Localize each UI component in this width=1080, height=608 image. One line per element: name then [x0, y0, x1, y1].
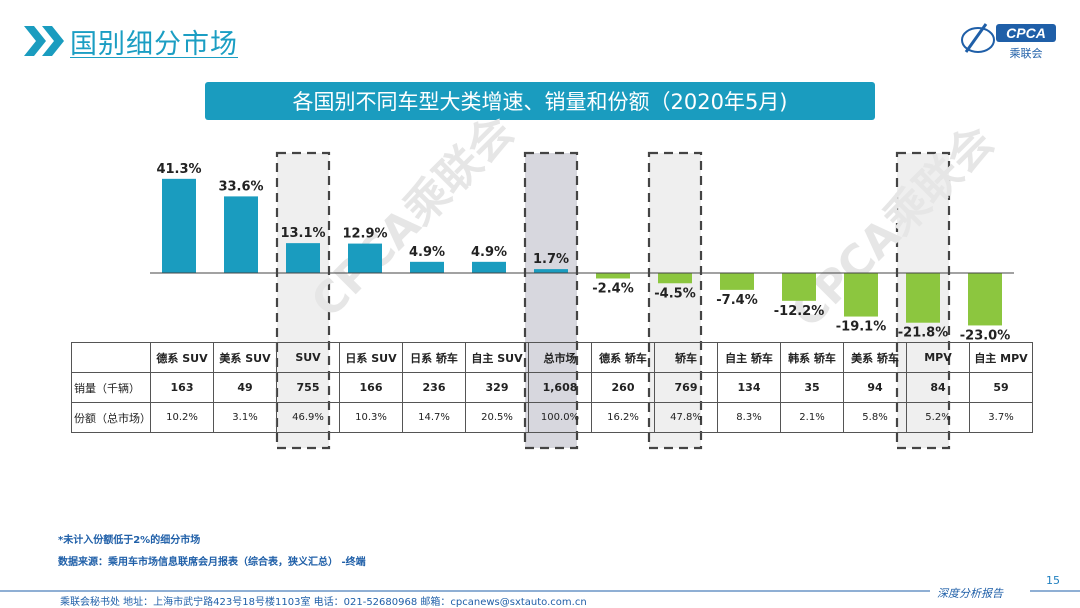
bar: [410, 261, 444, 273]
table-header-cell: 韩系 轿车: [780, 342, 844, 373]
watermark: CPCA乘联会: [302, 106, 524, 328]
table-header-cell: 德系 轿车: [591, 342, 655, 373]
value-label: 12.9%: [342, 227, 387, 242]
table-header-cell: 日系 轿车: [402, 342, 466, 373]
table-cell-share: 3.1%: [213, 402, 277, 433]
table-cell-sales: 35: [780, 372, 844, 403]
table-header-cell: 美系 SUV: [213, 342, 277, 373]
table-row-sales: 销量（千辆） 163 49 755 166 236 329 1,608 260 769 134 35 9…: [71, 372, 1033, 403]
page-title: 国别细分市场: [70, 29, 238, 60]
table-cell-sales: 59: [969, 372, 1033, 403]
row-label-sales: 销量（千辆）: [71, 372, 151, 403]
table-header-cell: 日系 SUV: [339, 342, 403, 373]
table-header-cell: MPV: [906, 342, 970, 373]
logo-text: CPCA: [1006, 25, 1046, 41]
bar: [968, 273, 1002, 326]
table-cell-share: 3.7%: [969, 402, 1033, 433]
table-cell-sales: 166: [339, 372, 403, 403]
chevron-right-icon: [24, 26, 64, 56]
table-cell-share: 2.1%: [780, 402, 844, 433]
bar: [162, 178, 196, 273]
table-cell-share: 5.8%: [843, 402, 907, 433]
value-label: -4.5%: [654, 286, 695, 301]
table-cell-sales: 329: [465, 372, 529, 403]
value-label: 1.7%: [533, 252, 569, 267]
table-cell-sales: 769: [654, 372, 718, 403]
chart-title: 各国别不同车型大类增速、销量和份额（2020年5月): [292, 90, 788, 114]
table-header-cell: 自主 MPV: [969, 342, 1033, 373]
table-header-cell: SUV: [276, 342, 340, 373]
table-cell-sales: 49: [213, 372, 277, 403]
footer-tag: 深度分析报告: [937, 587, 1003, 600]
table-cell-sales: 84: [906, 372, 970, 403]
bar: [782, 273, 816, 301]
table-cell-share: 10.3%: [339, 402, 403, 433]
bar: [844, 273, 878, 317]
table-cell-sales: 163: [150, 372, 214, 403]
table-cell-share: 20.5%: [465, 402, 529, 433]
table-cell-share: 14.7%: [402, 402, 466, 433]
value-label: -7.4%: [716, 293, 757, 308]
cpca-logo: CPCA 乘联会: [956, 18, 1060, 62]
value-label: -19.1%: [836, 320, 887, 335]
value-label: -12.2%: [774, 304, 825, 319]
value-label: 41.3%: [156, 162, 201, 177]
notes-block: *未计入份额低于2%的细分市场 数据来源：乘用车市场信息联席会月报表（综合表，狭…: [58, 530, 366, 574]
table-cell-sales: 134: [717, 372, 781, 403]
row-label-share: 份额（总市场）: [71, 402, 151, 433]
table-cell-share: 8.3%: [717, 402, 781, 433]
bar: [596, 273, 630, 279]
table-row-share: 份额（总市场） 10.2% 3.1% 46.9% 10.3% 14.7% 20.5% 100.…: [71, 402, 1033, 433]
value-label: -2.4%: [592, 281, 633, 296]
value-label: 4.9%: [409, 245, 445, 260]
chart-title-banner: 各国别不同车型大类增速、销量和份额（2020年5月): [205, 82, 875, 120]
table-cell-share: 5.2%: [906, 402, 970, 433]
table-cell-share: 10.2%: [150, 402, 214, 433]
logo-icon: CPCA 乘联会: [961, 23, 1056, 60]
value-label: 33.6%: [218, 179, 263, 194]
value-label: 4.9%: [471, 245, 507, 260]
table-cell-sales: 755: [276, 372, 340, 403]
table-row-categories: 德系 SUV 美系 SUV SUV 日系 SUV 日系 轿车 自主 SUV 总市场 德系 轿车…: [71, 342, 1033, 373]
table-header-cell: 轿车: [654, 342, 718, 373]
table-cell-share: 47.8%: [654, 402, 718, 433]
table-cell-share: 100.0%: [528, 402, 592, 433]
note-source: 数据来源：乘用车市场信息联席会月报表（综合表，狭义汇总） -终端: [58, 557, 366, 568]
bar: [348, 243, 382, 273]
bar: [472, 261, 506, 273]
table-corner: [71, 342, 151, 373]
bar: [906, 273, 940, 323]
footer-contact: 乘联会秘书处 地址：上海市武宁路423号18号楼1103室 电话：021-526…: [60, 597, 587, 608]
bar: [720, 273, 754, 290]
data-table: 德系 SUV 美系 SUV SUV 日系 SUV 日系 轿车 自主 SUV 总市场 德系 轿车…: [71, 342, 1033, 433]
note-threshold: *未计入份额低于2%的细分市场: [58, 535, 201, 546]
table-cell-sales: 94: [843, 372, 907, 403]
footer-rule: [0, 590, 1080, 592]
bar: [286, 243, 320, 273]
value-label: -23.0%: [960, 328, 1011, 343]
value-label: 13.1%: [280, 226, 325, 241]
logo-subtext: 乘联会: [1010, 47, 1043, 60]
table-cell-sales: 236: [402, 372, 466, 403]
page-number: 15: [1046, 574, 1060, 587]
table-header-cell: 自主 轿车: [717, 342, 781, 373]
bar: [534, 269, 568, 273]
table-cell-share: 46.9%: [276, 402, 340, 433]
bar-layer: [162, 178, 1002, 326]
table-header-cell: 德系 SUV: [150, 342, 214, 373]
value-label-layer: 41.3% 33.6% 13.1% 12.9% 4.9% 4.9% 1.7% -2.4% -4.…: [156, 162, 1010, 344]
table-cell-sales: 1,608: [528, 372, 592, 403]
bar: [658, 273, 692, 284]
table-header-cell: 总市场: [528, 342, 592, 373]
table-header-cell: 美系 轿车: [843, 342, 907, 373]
table-header-cell: 自主 SUV: [465, 342, 529, 373]
table-cell-sales: 260: [591, 372, 655, 403]
value-label: -21.8%: [898, 326, 949, 341]
bar: [224, 196, 258, 273]
table-cell-share: 16.2%: [591, 402, 655, 433]
